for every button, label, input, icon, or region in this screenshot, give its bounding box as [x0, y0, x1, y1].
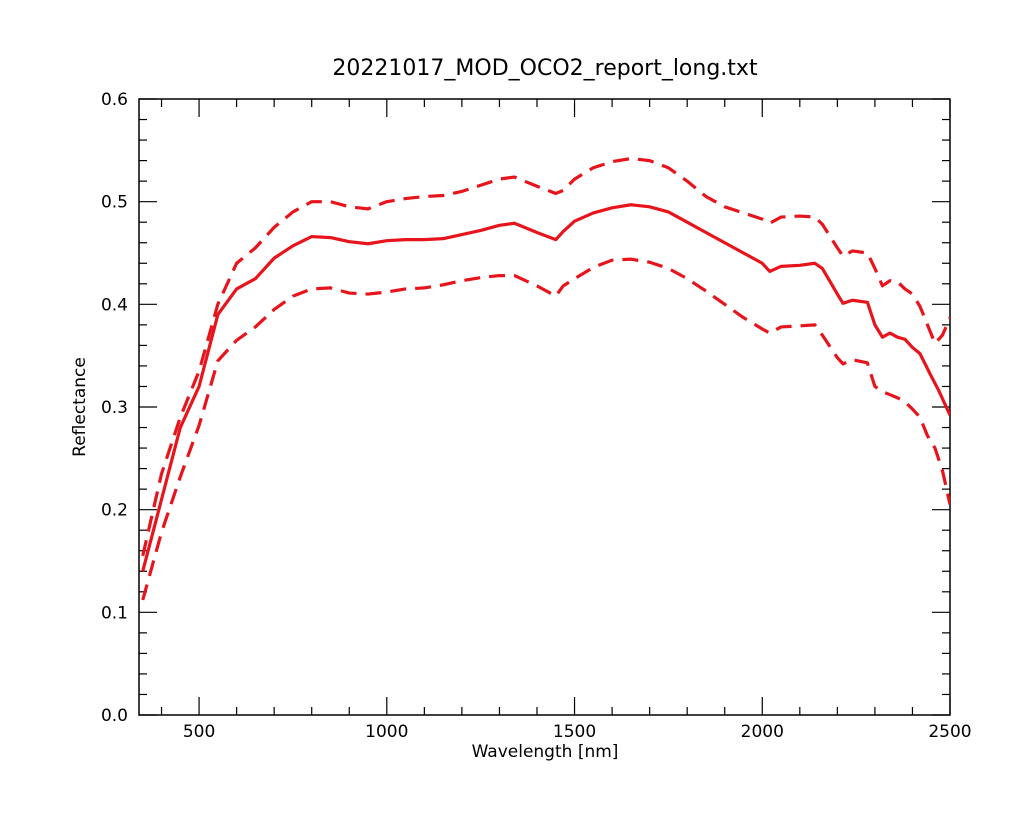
y-tick-label: 0.6: [101, 90, 128, 110]
axis-tick-labels: 500 1000 1500 2000 2500 0.0 0.1 0.2 0.3 0.4 0.5 0.6: [101, 90, 972, 742]
x-tick-label: 1500: [553, 722, 596, 742]
plot-frame: [138, 98, 951, 716]
mean-series-line: [141, 203, 950, 572]
axis-ticks: [139, 98, 951, 716]
y-axis-label: Reflectance: [70, 357, 90, 457]
y-tick-label: 0.1: [101, 603, 128, 623]
chart-title: 20221017_MOD_OCO2_report_long.txt: [332, 56, 758, 81]
y-tick-label: 0.5: [101, 193, 128, 213]
y-tick-label: 0.3: [101, 398, 128, 418]
x-tick-label: 2500: [928, 722, 971, 742]
y-tick-label: 0.2: [101, 501, 128, 521]
lower-dashed-series-line: [141, 257, 950, 601]
x-axis-label: Wavelength [nm]: [472, 742, 619, 762]
series-layer: [141, 156, 950, 601]
x-tick-label: 1000: [365, 722, 408, 742]
y-tick-label: 0.4: [101, 295, 128, 315]
y-tick-label: 0.0: [101, 706, 128, 726]
upper-dashed-series-line: [141, 156, 950, 557]
x-tick-label: 500: [183, 722, 215, 742]
x-tick-label: 2000: [741, 722, 784, 742]
